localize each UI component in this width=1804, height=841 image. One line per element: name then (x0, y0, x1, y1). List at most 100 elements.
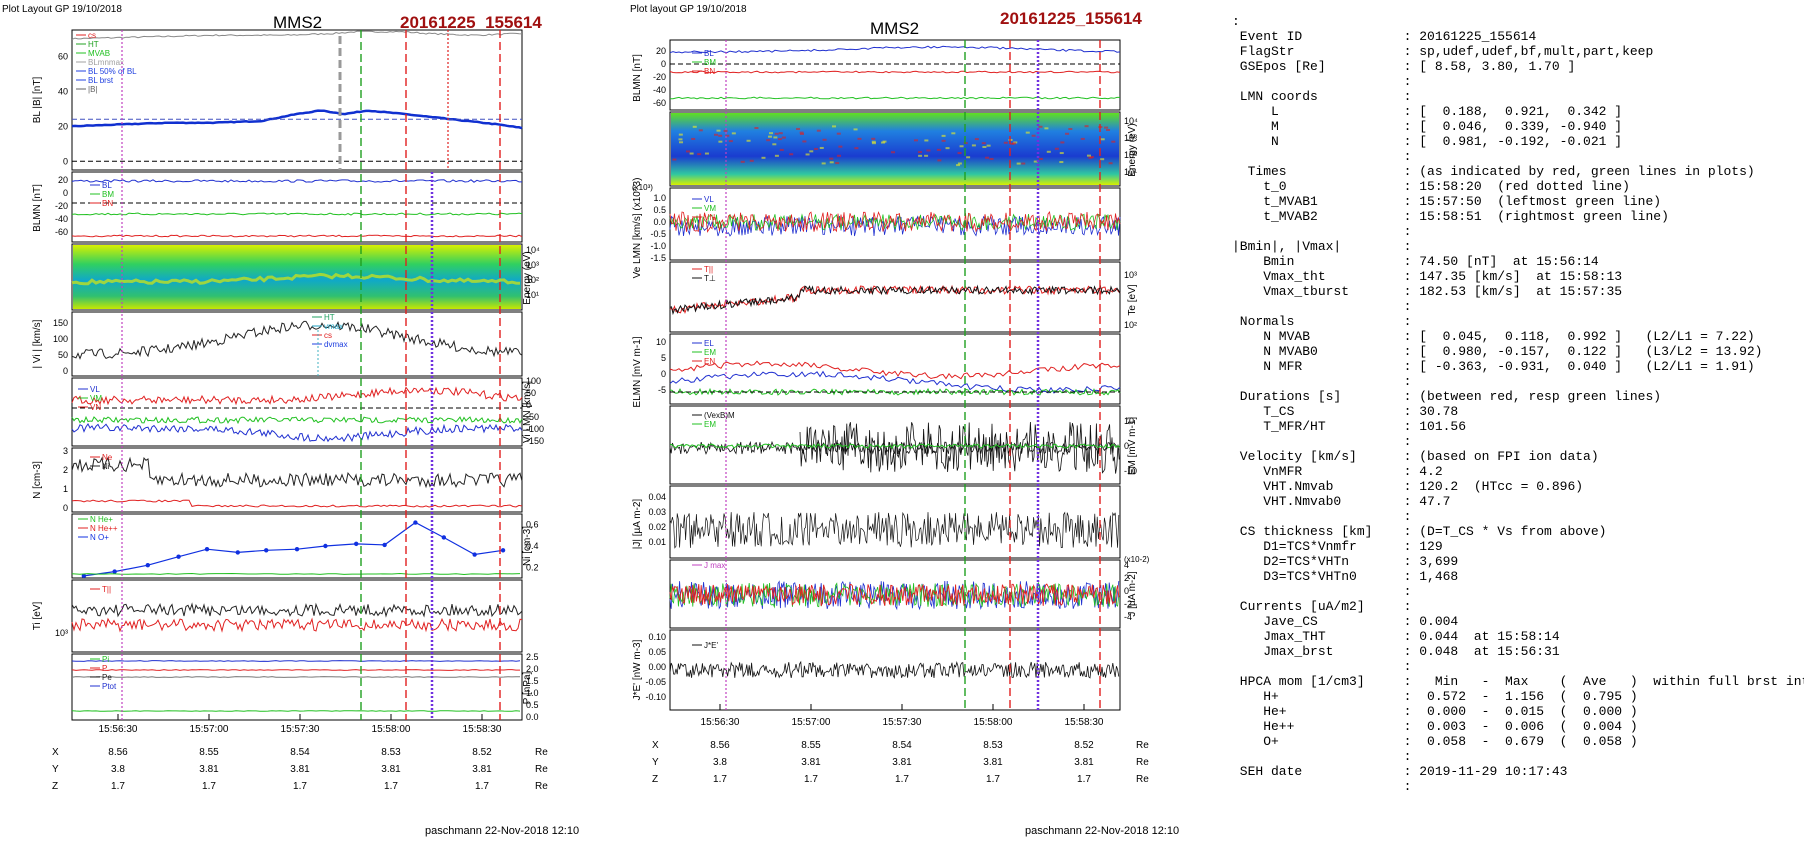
middle-spec-speckle (799, 131, 804, 134)
middle-p5-ytick: 0 (661, 369, 666, 379)
left-p9-Pe (71, 710, 521, 712)
middle-pos-value: 8.56 (710, 740, 730, 751)
middle-spec-speckle (871, 142, 876, 145)
left-panel-frame-7 (71, 513, 523, 579)
middle-pos-value: 8.55 (801, 740, 821, 751)
middle-header: Plot layout GP 19/10/2018 (630, 4, 747, 15)
left-p1-legend-2: MVAB (88, 49, 110, 58)
info-line-35: D1=TCS*Vnmfr : 129 (1232, 539, 1443, 554)
middle-pos-value: 3.81 (801, 757, 821, 768)
middle-spec-speckle (1106, 128, 1111, 131)
middle-spec-speckle (796, 127, 801, 130)
left-time-tick-2: 15:57:30 (281, 724, 320, 735)
middle-time-tick-3: 15:58:00 (974, 717, 1013, 728)
middle-p3-ytick: -0.5 (650, 229, 666, 239)
middle-spec-speckle (1012, 142, 1017, 145)
info-line-12: t_MVAB1 : 15:57:50 (leftmost green line) (1232, 194, 1662, 209)
middle-spec-speckle (773, 136, 778, 139)
middle-p4-ytick: 10³ (1124, 270, 1137, 280)
left-p7-ytick: 0.6 (526, 520, 539, 530)
middle-spec-speckle (822, 138, 827, 141)
left-p4-legend-1: vmax (324, 322, 343, 331)
left-p5-VN (71, 423, 523, 443)
middle-p4-Tperp (669, 284, 1121, 316)
middle-spec-speckle (1068, 128, 1073, 131)
left-p6-legend-0: Ne (102, 453, 113, 462)
left-p6-Ne (71, 499, 523, 508)
info-line-28: : (1232, 434, 1412, 449)
left-time-tick-3: 15:58:00 (372, 724, 411, 735)
middle-spec-speckle (836, 154, 841, 157)
middle-spec-speckle (704, 152, 709, 155)
middle-spec-speckle (689, 152, 694, 155)
left-p6-ytick: 3 (63, 446, 68, 456)
left-p7-ytick: 0.4 (526, 541, 539, 551)
middle-spec-speckle (691, 137, 696, 140)
middle-spec-speckle (1038, 125, 1043, 128)
middle-spec-speckle (1016, 162, 1021, 165)
middle-spec-speckle (832, 125, 837, 128)
left-pos-value: 3.81 (290, 764, 310, 775)
middle-p2-ytick: 10¹ (1124, 167, 1137, 177)
left-p6-ytick: 0 (63, 503, 68, 513)
middle-panel-frame-2 (669, 111, 1121, 187)
left-p5-ytick: 0 (526, 400, 531, 410)
left-ylabel-1: BL |B| [nT] (32, 77, 43, 124)
info-line-27: T_MFR/HT : 101.56 (1232, 419, 1467, 434)
left-ylabel-6: N [cm-3] (32, 461, 43, 499)
middle-p3-legend-2: VN (704, 213, 715, 222)
middle-ylabel-6: EM [mV m-1] (1127, 417, 1138, 476)
left-p7-line (83, 521, 504, 577)
middle-time-tick-1: 15:57:00 (792, 717, 831, 728)
middle-p5-legend-2: EN (704, 357, 715, 366)
middle-p1-legend-1: BM (704, 58, 716, 67)
left-p4-legend-0: HT (324, 313, 335, 322)
middle-spec-speckle (1059, 152, 1064, 155)
middle-p4-Tpar (669, 284, 1121, 314)
middle-spec-speckle (1025, 131, 1030, 134)
middle-spacecraft: MMS2 (870, 19, 919, 38)
left-ylabel-5: Vi LMN [km/s] (522, 381, 533, 443)
middle-time-tick-0: 15:56:30 (701, 717, 740, 728)
middle-p7-ytick: 0.01 (648, 537, 666, 547)
middle-spec-speckle (1031, 134, 1036, 137)
left-p1-ytick: 60 (58, 51, 68, 61)
info-line-22: N MVAB0 : [ 0.980, -0.157, 0.122 ] (L3/L… (1232, 344, 1763, 359)
middle-pos-unit: Re (1136, 774, 1149, 785)
middle-p7-J (669, 511, 1120, 549)
left-p7-legend-1: N He++ (90, 524, 118, 533)
middle-spec-speckle (1033, 160, 1038, 163)
middle-energy-spectrogram (671, 113, 1119, 185)
info-line-15: |Bmin|, |Vmax| : (1232, 239, 1412, 254)
middle-p8-ytick: -4 (1124, 612, 1132, 622)
left-p9-ytick: 0.5 (526, 700, 539, 710)
middle-ylabel-3: Ve LMN [km/s] (x10^3) (632, 178, 643, 279)
left-pos-value: 3.8 (111, 764, 125, 775)
middle-p3-ytick: -1.5 (650, 253, 666, 263)
left-p1-series-1 (71, 109, 523, 130)
left-p2-legend-2: BN (102, 199, 113, 208)
middle-spec-speckle (728, 140, 733, 143)
middle-spec-speckle (951, 132, 956, 135)
left-header: Plot Layout GP 19/10/2018 (2, 4, 122, 15)
left-p2-ytick: -60 (55, 227, 68, 237)
left-ylabel-9: P [nPa] (522, 671, 533, 704)
middle-spec-speckle (924, 154, 929, 157)
left-pos-value: 1.7 (475, 781, 489, 792)
middle-p7-ytick: 0.02 (648, 522, 666, 532)
left-p9-legend-0: Pi (102, 655, 109, 664)
middle-spec-speckle (766, 139, 771, 142)
middle-p3-VL (669, 215, 1121, 237)
left-p1-legend-0: cs (88, 31, 96, 40)
info-line-17: Vmax_tht : 147.35 [km/s] at 15:58:13 (1232, 269, 1623, 284)
left-p3-ytick: 10¹ (526, 290, 539, 300)
middle-p9-ytick: -0.05 (645, 677, 666, 687)
middle-p6-ytick: -10 (1124, 466, 1137, 476)
left-panel-frame-4 (71, 311, 523, 377)
middle-p1-ytick: 20 (656, 46, 666, 56)
middle-spec-speckle (829, 157, 834, 160)
info-line-36: D2=TCS*VHTn : 3,699 (1232, 554, 1459, 569)
middle-spec-speckle (1046, 150, 1051, 153)
middle-pos-unit: Re (1136, 757, 1149, 768)
middle-spec-speckle (945, 147, 950, 150)
